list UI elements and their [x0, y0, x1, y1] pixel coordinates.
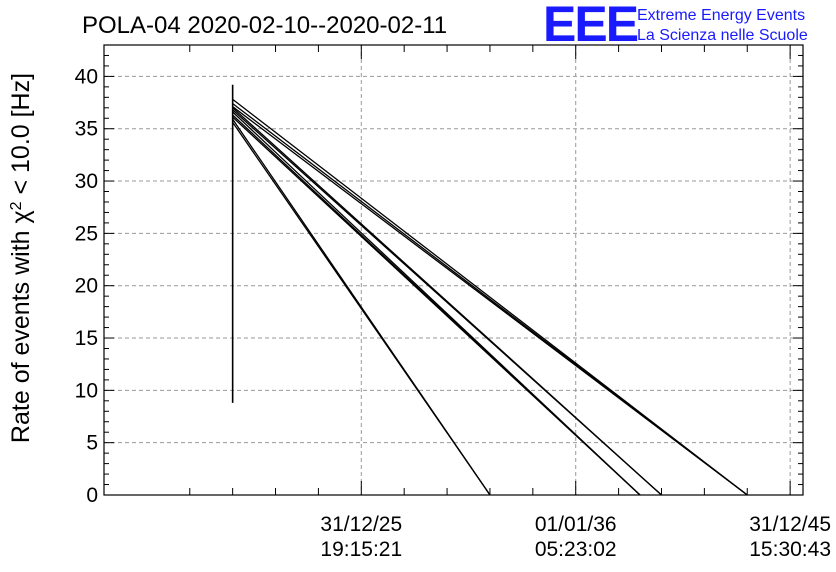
logo-mark: EEE	[543, 0, 638, 52]
y-axis-label-suffix: < 10.0 [Hz]	[7, 73, 35, 202]
series-line-9	[232, 122, 491, 496]
x-tick-label-time: 15:30:43	[749, 538, 831, 561]
y-tick-label: 30	[75, 170, 98, 193]
y-tick-label: 25	[75, 222, 98, 245]
y-tick-label: 0	[86, 484, 98, 507]
logo-line-1: Extreme Energy Events	[637, 7, 805, 24]
series-line-7	[232, 116, 641, 496]
series-line-4	[232, 109, 662, 496]
x-tick-label-time: 05:23:02	[535, 538, 617, 561]
y-tick-label: 10	[75, 379, 98, 402]
y-tick-label: 20	[75, 275, 98, 298]
x-tick-label-time: 19:15:21	[320, 538, 402, 561]
y-tick-labels: 0 5 10 15 20 25 30 35 40	[75, 65, 98, 507]
y-axis-label-symbol: χ	[7, 210, 35, 223]
y-axis-label: Rate of events with χ2 < 10.0 [Hz]	[7, 73, 35, 443]
x-tick-label-date: 31/12/45	[749, 513, 831, 536]
series-group	[231, 84, 748, 496]
plot-frame	[103, 44, 804, 496]
series-line-2	[232, 106, 748, 496]
y-axis-label-prefix: Rate of events with	[7, 224, 35, 444]
axes	[103, 44, 804, 496]
chart-title: POLA-04 2020-02-10--2020-02-11	[82, 12, 447, 39]
eee-logo: EEE Extreme Energy Events La Scienza nel…	[543, 0, 808, 52]
y-tick-label: 40	[75, 65, 98, 88]
y-tick-label: 15	[75, 327, 98, 350]
x-tick-label-date: 31/12/25	[320, 513, 402, 536]
y-tick-label: 5	[86, 432, 98, 455]
y-tick-label: 35	[75, 118, 98, 141]
grid	[104, 45, 803, 495]
y-axis-label-sup: 2	[8, 201, 25, 210]
x-tick-label-date: 01/01/36	[535, 513, 617, 536]
logo-line-2: La Scienza nelle Scuole	[637, 27, 808, 44]
